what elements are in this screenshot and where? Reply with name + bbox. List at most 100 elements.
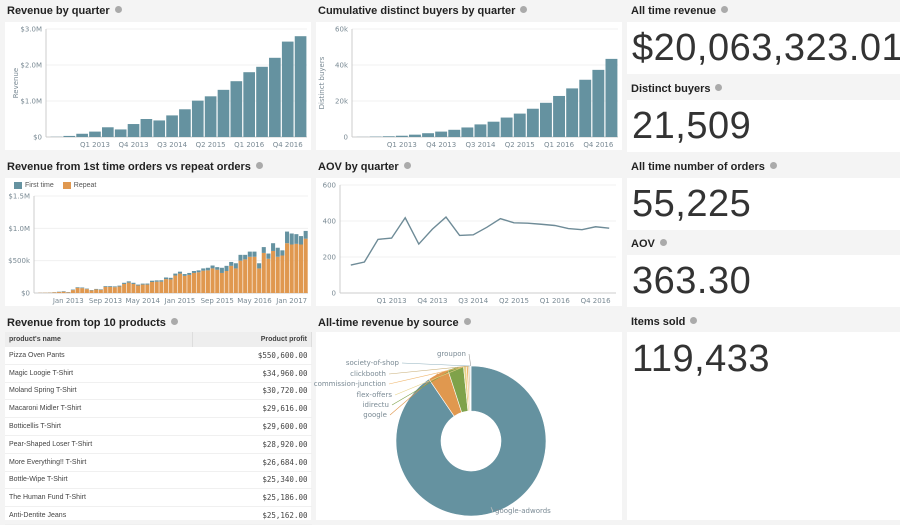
- y-tick-label: 40k: [335, 62, 349, 70]
- bar-repeat: [229, 266, 233, 293]
- bar-repeat: [276, 257, 280, 293]
- bar-first-time: [238, 255, 242, 261]
- bar-repeat: [76, 288, 80, 293]
- slice-label: google-adwords: [495, 507, 551, 515]
- bar-repeat: [71, 290, 75, 293]
- bar: [579, 80, 591, 137]
- bar-first-time: [243, 255, 247, 260]
- bar-first-time: [276, 248, 280, 257]
- y-axis-label: Distinct buyers: [318, 56, 326, 109]
- y-tick-label: $1.0M: [8, 225, 30, 233]
- bar-repeat: [80, 288, 84, 293]
- bar: [205, 96, 217, 137]
- bar-repeat: [62, 292, 66, 293]
- slice-label: society-of-shop: [346, 359, 400, 367]
- bar-first-time: [80, 288, 84, 289]
- leader-line: [402, 363, 470, 366]
- bar-repeat: [238, 261, 242, 293]
- bar-first-time: [71, 290, 75, 291]
- bar: [295, 36, 307, 137]
- bar: [269, 58, 281, 137]
- bar-first-time: [225, 266, 229, 271]
- bar-first-time: [234, 263, 238, 268]
- y-tick-label: $0: [21, 290, 30, 298]
- bar-first-time: [257, 263, 261, 268]
- y-tick-label: 60k: [335, 26, 349, 34]
- bar-repeat: [90, 290, 94, 293]
- y-tick-label: $1.0M: [20, 98, 42, 106]
- bar-first-time: [173, 274, 177, 276]
- bar-first-time: [285, 232, 289, 244]
- bar-repeat: [197, 272, 201, 293]
- slice-label: commission-junction: [314, 380, 386, 388]
- x-tick-label: Q1 2013: [387, 141, 417, 149]
- slice-label: flex-offers: [357, 391, 393, 399]
- bar-repeat: [52, 292, 56, 293]
- y-tick-label: $3.0M: [20, 26, 42, 34]
- bar: [606, 59, 618, 137]
- bar-first-time: [145, 284, 149, 285]
- x-tick-label: Q3 2014: [465, 141, 496, 149]
- x-tick-label: Q1 2016: [234, 141, 265, 149]
- bar-repeat: [164, 279, 168, 293]
- bar-repeat: [201, 271, 205, 293]
- bar-repeat: [192, 273, 196, 293]
- bar-repeat: [178, 274, 182, 293]
- bar-repeat: [103, 287, 107, 293]
- bar-repeat: [183, 276, 187, 293]
- bar-first-time: [183, 274, 187, 276]
- bar: [231, 81, 243, 137]
- x-tick-label: Sep 2015: [201, 297, 234, 305]
- bar-first-time: [178, 272, 182, 274]
- bar: [89, 132, 101, 137]
- bar-repeat: [141, 285, 145, 293]
- slice-label: google: [363, 411, 387, 419]
- bar-first-time: [94, 289, 98, 290]
- x-tick-label: Q2 2015: [505, 141, 535, 149]
- bar-repeat: [117, 287, 121, 293]
- bar: [128, 124, 140, 137]
- bar-repeat: [127, 283, 131, 293]
- leader-line: [469, 354, 471, 366]
- bar-first-time: [211, 266, 215, 269]
- x-tick-label: Q4 2013: [417, 297, 447, 305]
- bar: [192, 101, 204, 137]
- bar-repeat: [155, 282, 159, 293]
- bar-repeat: [150, 282, 154, 293]
- bar: [475, 124, 487, 137]
- bar-first-time: [117, 286, 121, 287]
- x-tick-label: Q4 2016: [583, 141, 614, 149]
- bar-repeat: [108, 287, 112, 293]
- bar: [501, 118, 513, 137]
- x-tick-label: Jan 2013: [52, 297, 84, 305]
- bar-repeat: [66, 292, 70, 293]
- bar-first-time: [220, 268, 224, 273]
- bar: [76, 134, 88, 137]
- bar: [448, 130, 460, 137]
- bar: [592, 70, 604, 137]
- bar-first-time: [192, 271, 196, 273]
- aov-line: [351, 217, 609, 265]
- bar: [166, 115, 178, 137]
- bar: [435, 132, 447, 137]
- slice-label: groupon: [437, 350, 466, 358]
- bar-first-time: [164, 277, 168, 279]
- bar-first-time: [99, 289, 103, 290]
- bar: [218, 90, 230, 137]
- bar: [488, 122, 500, 137]
- bar-first-time: [206, 268, 210, 271]
- bar-first-time: [197, 270, 201, 272]
- bar: [553, 96, 565, 137]
- x-tick-label: Q1 2013: [377, 297, 407, 305]
- bar: [115, 129, 127, 137]
- bar-first-time: [262, 247, 266, 253]
- y-tick-label: $500k: [8, 257, 31, 265]
- bar-first-time: [229, 262, 233, 266]
- bar-first-time: [141, 284, 145, 285]
- y-tick-label: $2.0M: [20, 62, 42, 70]
- bar-first-time: [304, 231, 308, 239]
- bar-first-time: [136, 285, 140, 286]
- bar-repeat: [243, 259, 247, 293]
- bar-repeat: [122, 284, 126, 293]
- bar-repeat: [173, 276, 177, 293]
